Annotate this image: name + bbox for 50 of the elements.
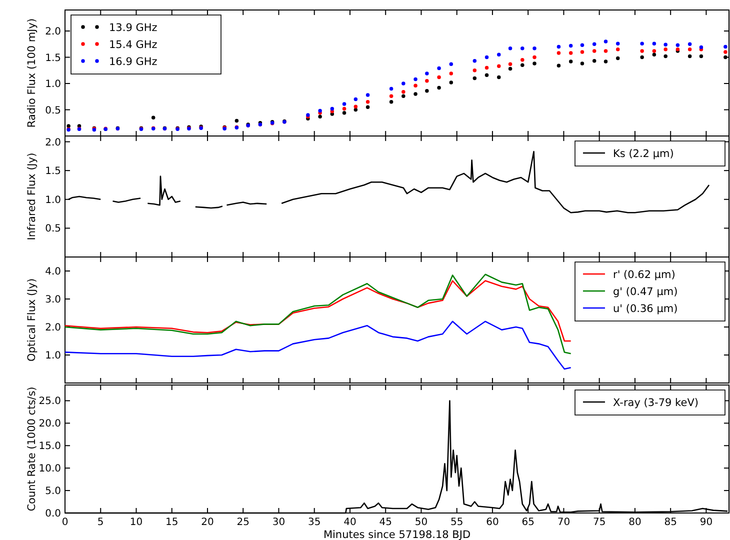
y-tick-label: 2.0: [45, 137, 61, 148]
y-axis-title: Infrared Flux (Jy): [26, 152, 38, 240]
legend-label: Ks (2.2 μm): [613, 148, 674, 160]
legend-label: g' (0.47 μm): [613, 286, 678, 298]
x-tick-label: 25: [236, 517, 250, 528]
y-tick-label: 0.5: [45, 224, 61, 235]
y-tick-label: 4.0: [45, 266, 61, 278]
x-tick-label: 0: [62, 517, 68, 528]
legend-label: 15.4 GHz: [109, 39, 158, 51]
x-tick-label: 85: [664, 517, 677, 528]
y-tick-label: 2.0: [45, 322, 61, 334]
x-tick-label: 90: [700, 517, 713, 528]
x-tick-label: 70: [557, 517, 570, 528]
y-tick-label: 5.0: [45, 486, 61, 498]
legend-label: u' (0.36 μm): [613, 303, 678, 315]
y-tick-label: 3.0: [45, 294, 61, 306]
x-tick-label: 50: [414, 517, 428, 528]
x-tick-label: 60: [486, 517, 499, 528]
y-tick-label: 1.5: [45, 52, 61, 64]
y-tick-label: 20.0: [38, 418, 61, 430]
x-axis-title: Minutes since 57198.18 BJD: [323, 529, 471, 540]
legend-label: 16.9 GHz: [109, 56, 158, 68]
y-tick-label: 1.5: [45, 166, 61, 178]
y-tick-label: 1.0: [45, 79, 61, 90]
y-axis-title: Radio Flux (100 mJy): [26, 18, 38, 128]
x-tick-label: 65: [522, 517, 534, 528]
y-tick-label: 1.0: [45, 194, 61, 206]
x-tick-label: 35: [308, 517, 321, 528]
x-tick-label: 80: [628, 517, 642, 528]
x-tick-label: 75: [592, 517, 606, 528]
x-tick-label: 15: [166, 517, 178, 528]
x-tick-label: 10: [130, 517, 143, 528]
y-tick-label: 25.0: [38, 396, 61, 408]
y-axis-title: Count Rate (1000 cts/s): [26, 386, 38, 512]
x-tick-label: 55: [450, 517, 464, 528]
y-axis-title: Optical Flux (Jy): [26, 278, 38, 362]
legend-label: 13.9 GHz: [109, 22, 158, 34]
x-tick-label: 30: [272, 517, 286, 528]
y-tick-label: 2.0: [45, 26, 61, 38]
y-tick-label: 1.0: [45, 350, 61, 362]
y-tick-label: 0.0: [45, 508, 61, 520]
y-tick-label: 15.0: [38, 441, 61, 452]
x-tick-label: 5: [97, 517, 104, 528]
y-tick-label: 0.5: [45, 105, 61, 116]
legend-label: r' (0.62 μm): [613, 269, 676, 281]
x-tick-label: 45: [379, 517, 392, 528]
x-tick-label: 40: [344, 517, 356, 528]
y-tick-label: 10.0: [38, 464, 61, 475]
x-tick-label: 20: [201, 517, 214, 528]
legend-label: X-ray (3-79 keV): [613, 397, 698, 409]
